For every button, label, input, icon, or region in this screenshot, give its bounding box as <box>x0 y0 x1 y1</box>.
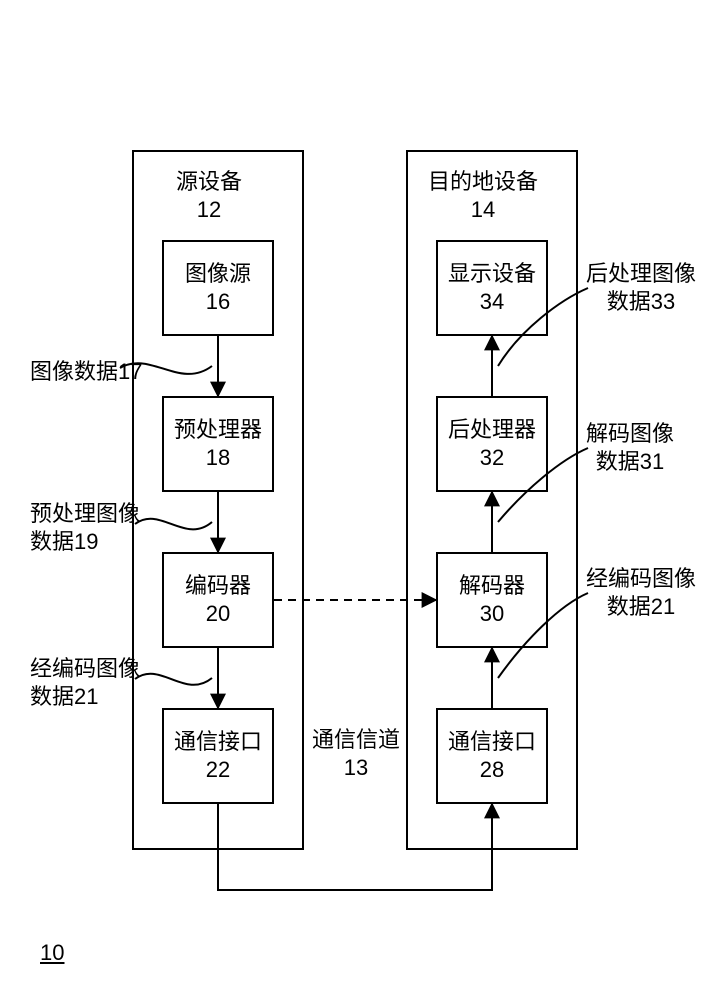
image-source-label: 图像源 <box>185 261 251 287</box>
encoder-box: 编码器 20 <box>162 552 274 648</box>
image-source-box: 图像源 16 <box>162 240 274 336</box>
dest-device-title: 目的地设备 14 <box>428 168 538 223</box>
display-label: 显示设备 <box>448 261 536 287</box>
decoder-box: 解码器 30 <box>436 552 548 648</box>
decoder-num: 30 <box>480 601 504 627</box>
src-comm-if-num: 22 <box>206 757 230 783</box>
source-device-title: 源设备 12 <box>176 168 242 223</box>
dst-comm-if-num: 28 <box>480 757 504 783</box>
preprocessor-label: 预处理器 <box>174 417 262 443</box>
annot-encoded-src: 经编码图像 数据21 <box>30 655 140 710</box>
annot-decoded-img: 解码图像 数据31 <box>586 420 674 475</box>
postprocessor-num: 32 <box>480 445 504 471</box>
preprocessor-num: 18 <box>206 445 230 471</box>
annot-preproc-img: 预处理图像 数据19 <box>30 500 140 555</box>
src-comm-if-box: 通信接口 22 <box>162 708 274 804</box>
figure-ref: 10 <box>40 940 64 966</box>
image-source-num: 16 <box>206 289 230 315</box>
annot-postproc-img: 后处理图像 数据33 <box>586 260 696 315</box>
decoder-label: 解码器 <box>459 573 525 599</box>
encoder-label: 编码器 <box>185 573 251 599</box>
annot-img-data: 图像数据17 <box>30 358 142 386</box>
display-box: 显示设备 34 <box>436 240 548 336</box>
block-diagram: 源设备 12 图像源 16 预处理器 18 编码器 20 通信接口 22 目的地… <box>0 0 706 1000</box>
postprocessor-label: 后处理器 <box>448 417 536 443</box>
channel-label: 通信信道 13 <box>312 726 400 781</box>
display-num: 34 <box>480 289 504 315</box>
postprocessor-box: 后处理器 32 <box>436 396 548 492</box>
src-comm-if-label: 通信接口 <box>174 729 262 755</box>
preprocessor-box: 预处理器 18 <box>162 396 274 492</box>
encoder-num: 20 <box>206 601 230 627</box>
dst-comm-if-box: 通信接口 28 <box>436 708 548 804</box>
dst-comm-if-label: 通信接口 <box>448 729 536 755</box>
annot-encoded-dst: 经编码图像 数据21 <box>586 565 696 620</box>
